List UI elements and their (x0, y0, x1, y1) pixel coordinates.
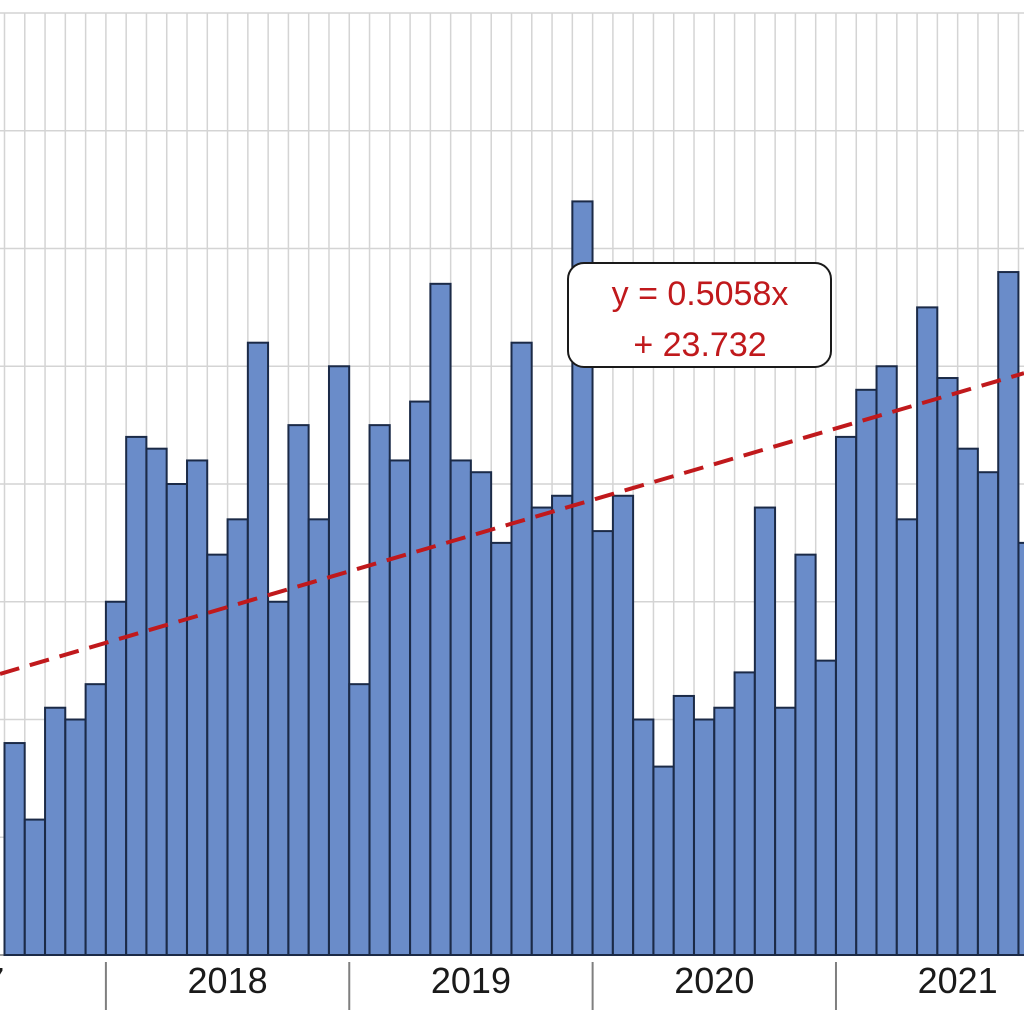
bar (125, 435, 148, 956)
bar (956, 447, 979, 956)
bar (186, 459, 209, 956)
bar (834, 435, 858, 956)
bar (916, 306, 939, 957)
bar (368, 424, 391, 957)
bar (23, 818, 46, 957)
bar (936, 377, 959, 956)
bar (591, 530, 614, 956)
bar (713, 706, 736, 956)
year-label: 2021 (918, 960, 998, 1001)
bar (976, 471, 1000, 956)
bar (469, 471, 493, 956)
bar (895, 518, 919, 957)
x-axis: 17 2018 2019 2020 2021 (0, 960, 998, 1010)
bar (632, 718, 655, 956)
equation-line-1: y = 0.5058x (612, 275, 789, 313)
bar (3, 742, 26, 956)
year-label: 17 (0, 960, 4, 1001)
equation-box (567, 262, 832, 368)
bar (753, 506, 777, 956)
bar (510, 341, 533, 956)
trendline (0, 371, 1024, 676)
bar (449, 459, 472, 956)
bar (388, 459, 412, 956)
bar (693, 718, 716, 956)
bar (875, 365, 898, 956)
bar (611, 494, 635, 956)
bar (774, 706, 797, 956)
bar (287, 424, 310, 957)
bar (327, 365, 351, 956)
bar (64, 718, 87, 956)
bar (267, 600, 290, 956)
year-label: 2020 (674, 960, 754, 1001)
bar (226, 518, 249, 957)
bar (84, 683, 107, 956)
bar (490, 541, 513, 957)
equation-line-2: + 23.732 (633, 326, 766, 364)
bar (44, 706, 67, 956)
bar (794, 553, 817, 957)
bar (409, 400, 432, 956)
bar (530, 506, 553, 956)
bar (551, 494, 574, 956)
year-label: 2019 (431, 960, 511, 1001)
bar (1017, 541, 1024, 957)
bar (246, 341, 270, 956)
bars (3, 200, 1024, 957)
bar (429, 282, 452, 956)
bar (348, 683, 371, 956)
bar (672, 694, 695, 956)
bar (307, 518, 330, 957)
bar (165, 483, 188, 956)
bar (733, 671, 756, 957)
year-label: 2018 (188, 960, 268, 1001)
bar (206, 553, 229, 957)
equation-label: y = 0.5058x + 23.732 (567, 262, 832, 368)
bar (145, 447, 168, 956)
bar (855, 388, 878, 956)
bar (814, 659, 837, 957)
bar (104, 600, 128, 956)
bar (652, 765, 675, 956)
